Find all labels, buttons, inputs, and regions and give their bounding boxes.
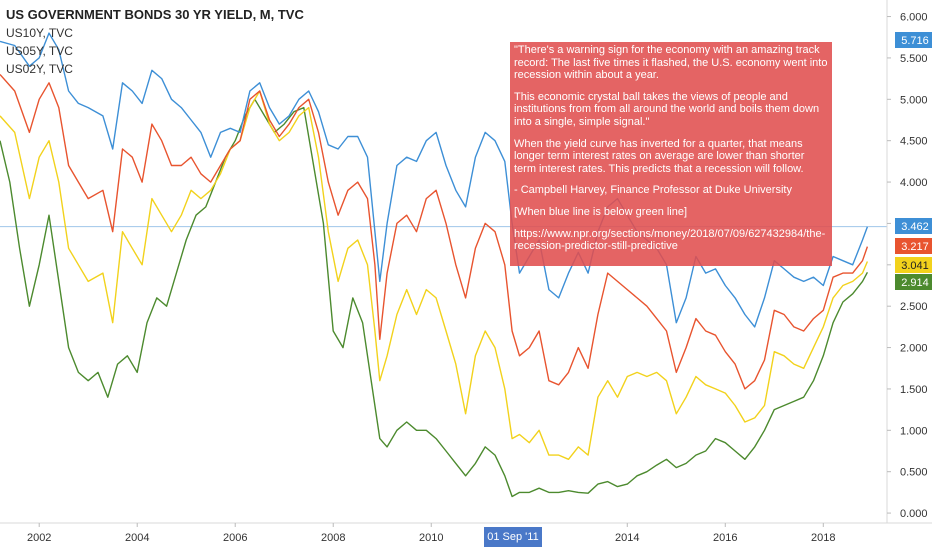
y-tick-label: 2.000 <box>900 343 928 355</box>
series-line-1[interactable] <box>0 74 869 390</box>
x-tick-label: 2004 <box>125 532 149 544</box>
price-badge-label: 3.462 <box>901 221 929 233</box>
plot-area <box>0 32 887 498</box>
annotation-note[interactable]: "There's a warning sign for the economy … <box>510 42 832 266</box>
price-badge <box>895 274 932 290</box>
crosshair-date-label: 01 Sep '11 <box>484 527 542 547</box>
price-badge-label: 2.914 <box>901 277 929 289</box>
series-line-0[interactable] <box>0 32 869 328</box>
x-tick-label: 2016 <box>713 532 737 544</box>
note-link[interactable]: https://www.npr.org/sections/money/2018/… <box>514 227 826 253</box>
x-tick-label: 2008 <box>321 532 345 544</box>
series-line-3[interactable] <box>0 98 869 498</box>
time-axis[interactable]: 2002 2004 2006 2008 2010 2014 2016 2018 <box>27 523 836 544</box>
y-tick-label: 4.500 <box>900 136 928 148</box>
price-badge-label: 5.716 <box>901 35 929 47</box>
note-paragraph: - Campbell Harvey, Finance Professor at … <box>514 184 792 197</box>
price-badge <box>895 238 932 254</box>
y-tick-label: 1.500 <box>900 384 928 396</box>
note-paragraph: When the yield curve has inverted for a … <box>514 137 805 175</box>
y-tick-label: 2.500 <box>900 301 928 313</box>
y-tick-label: 0.000 <box>900 508 928 520</box>
x-tick-label: 2006 <box>223 532 247 544</box>
price-badges: 5.716 3.462 3.217 3.041 2.914 <box>895 32 932 290</box>
y-tick-label: 0.500 <box>900 467 928 479</box>
price-badge <box>895 218 932 234</box>
y-tick-label: 6.000 <box>900 12 928 24</box>
note-paragraph: This economic crystal ball takes the vie… <box>514 90 820 128</box>
y-tick-label: 1.000 <box>900 425 928 437</box>
y-tick-label: 4.000 <box>900 177 928 189</box>
legend-item-us05y[interactable]: US05Y, TVC <box>6 44 73 58</box>
x-tick-label: 2010 <box>419 532 443 544</box>
legend-item-us02y[interactable]: US02Y, TVC <box>6 62 73 76</box>
y-tick-label: 5.000 <box>900 94 928 106</box>
series-line-2[interactable] <box>0 90 869 460</box>
note-paragraph: [When blue line is below green line] <box>514 205 688 218</box>
y-tick-label: 5.500 <box>900 53 928 65</box>
legend: US GOVERNMENT BONDS 30 YR YIELD, M, TVC … <box>6 6 304 78</box>
price-badge <box>895 32 932 48</box>
x-tick-label: 2014 <box>615 532 639 544</box>
legend-item-us10y[interactable]: US10Y, TVC <box>6 26 73 40</box>
x-tick-label: 2002 <box>27 532 51 544</box>
price-badge-label: 3.041 <box>901 260 929 272</box>
chart-title: US GOVERNMENT BONDS 30 YR YIELD, M, TVC <box>6 7 304 22</box>
price-badge <box>895 257 932 273</box>
x-tick-label: 2018 <box>811 532 835 544</box>
note-paragraph: "There's a warning sign for the economy … <box>514 44 828 82</box>
price-badge-label: 3.217 <box>901 241 929 253</box>
